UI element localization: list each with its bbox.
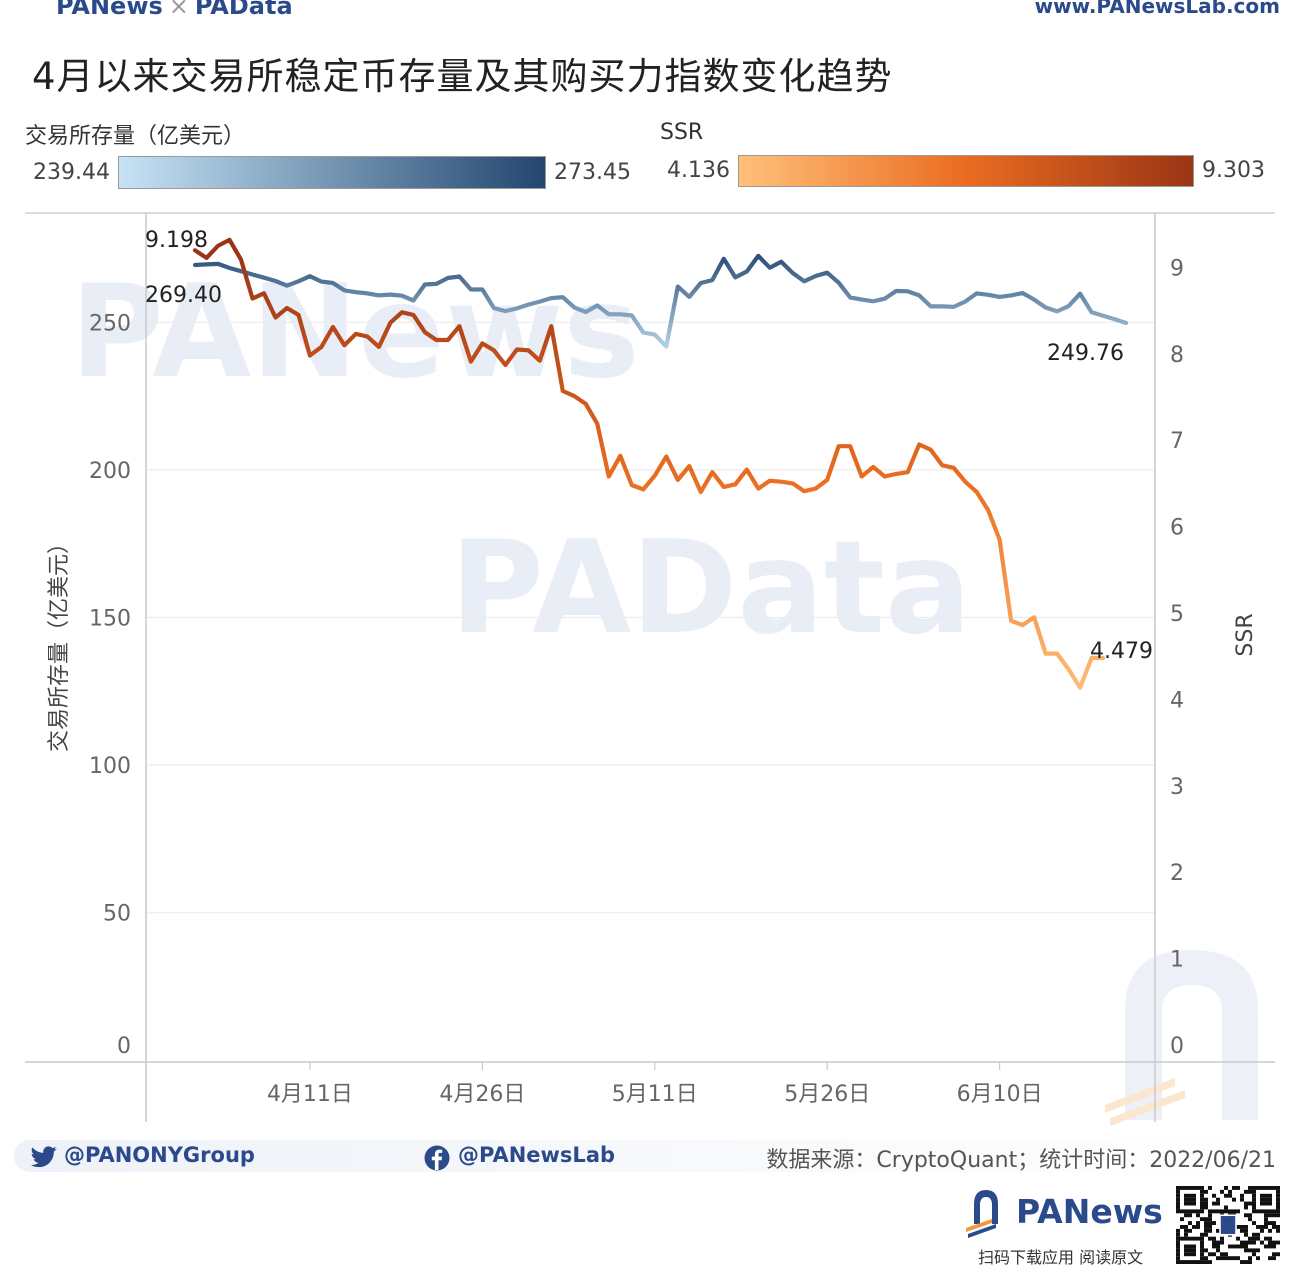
brand-panews-text: PANews: [56, 0, 163, 20]
facebook-icon: [424, 1145, 450, 1171]
brand-cross: ×: [168, 0, 189, 20]
y-left-tick-label: 100: [89, 754, 131, 779]
ssr-start-label: 9.198: [145, 228, 208, 253]
x-tick-label: 5月26日: [784, 1082, 870, 1107]
legend-right-color-ramp: [738, 155, 1194, 187]
y-left-axis-title: 交易所存量（亿美元）: [47, 532, 72, 752]
y-left-tick-label: 0: [117, 1034, 131, 1059]
y-right-tick-label: 1: [1170, 948, 1184, 973]
series-line-ssr: [192, 237, 1106, 690]
x-tick-label: 6月10日: [957, 1082, 1043, 1107]
footer-brand: PANews: [1016, 1192, 1163, 1231]
y-right-tick-label: 9: [1170, 256, 1184, 281]
y-right-tick-label: 0: [1170, 1034, 1184, 1059]
watermark-logo-stripes: [1105, 1078, 1185, 1126]
y-right-tick-label: 4: [1170, 688, 1184, 713]
footer-brand-subtitle: 扫码下载应用 阅读原文: [978, 1248, 1144, 1267]
legend-right-max: 9.303: [1202, 158, 1265, 183]
legend-left-max: 273.45: [554, 160, 631, 185]
y-right-tick-label: 8: [1170, 343, 1184, 368]
y-right-tick-label: 2: [1170, 861, 1184, 886]
watermark-padata: PAData: [450, 514, 971, 663]
gridlines: [146, 321, 1155, 914]
series-line-exchange-reserve: [192, 253, 1129, 349]
twitter-handle[interactable]: @PANONYGroup: [64, 1143, 255, 1167]
y-left-tick-label: 50: [103, 902, 131, 927]
facebook-handle[interactable]: @PANewsLab: [458, 1143, 616, 1167]
y-left-tick-label: 200: [89, 459, 131, 484]
watermark-layer: PANews PAData: [70, 258, 1258, 1126]
legend-left-label: 交易所存量（亿美元）: [25, 124, 246, 149]
legend-right-min: 4.136: [667, 158, 730, 183]
y-right-tick-label: 6: [1170, 516, 1184, 541]
y-right-tick-label: 5: [1170, 602, 1184, 627]
qr-code[interactable]: [1176, 1186, 1280, 1264]
legend-left-min: 239.44: [33, 160, 110, 185]
x-tick-label: 5月11日: [612, 1082, 698, 1107]
y-right-tick-label: 7: [1170, 429, 1184, 454]
ssr-end-label: 4.479: [1090, 639, 1153, 664]
legend-left-color-ramp: [118, 156, 546, 189]
data-labels: 9.198 269.40 249.76 4.479: [145, 228, 1153, 664]
x-tick-label: 4月26日: [439, 1082, 525, 1107]
y-left-tick-label: 250: [89, 311, 131, 336]
brand-top: PANews × PAData: [56, 0, 293, 20]
footer-bar: [14, 1140, 1276, 1172]
brand-padata-text: PAData: [194, 0, 293, 20]
watermark-logo-arch: [1125, 950, 1258, 1120]
axes: 0 50 100 150 200 250 0 1 2 3 4 5 6 7 8 9 4月11日 4月26日 5月11日…: [25, 212, 1275, 1122]
chart-title: 4月以来交易所稳定币存量及其购买力指数变化趋势: [32, 55, 893, 98]
site-url[interactable]: www.PANewsLab.com: [1034, 0, 1280, 18]
y-left-tick-label: 150: [89, 607, 131, 632]
data-source-note: 数据来源：CryptoQuant；统计时间：2022/06/21: [766, 1148, 1276, 1173]
y-right-axis-title: SSR: [1233, 613, 1258, 656]
y-right-tick-label: 3: [1170, 775, 1184, 800]
panews-logo-icon: [966, 1190, 998, 1238]
top-brand-bar: PANews × PAData www.PANewsLab.com: [0, 0, 1300, 20]
x-tick-label: 4月11日: [267, 1082, 353, 1107]
reserve-start-label: 269.40: [145, 283, 222, 308]
twitter-icon: [30, 1146, 57, 1167]
legend-right-label: SSR: [660, 120, 704, 145]
reserve-end-label: 249.76: [1047, 341, 1124, 366]
series-layer: [192, 237, 1129, 690]
